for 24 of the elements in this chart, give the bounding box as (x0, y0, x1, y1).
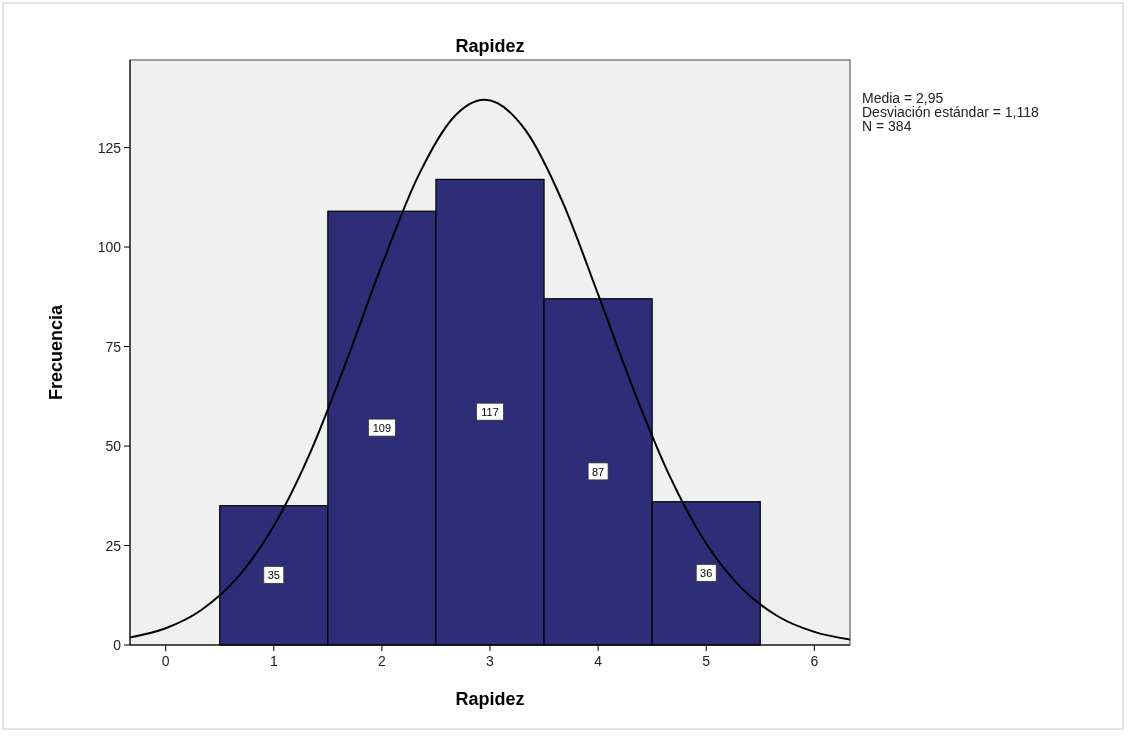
data-label: 36 (700, 567, 713, 580)
x-tick-label: 1 (269, 653, 278, 669)
x-axis-title: Rapidez (455, 689, 525, 709)
y-tick-label: 125 (97, 139, 122, 156)
y-tick-label: 75 (105, 338, 122, 355)
x-tick-label: 6 (810, 653, 819, 669)
x-tick-label: 3 (486, 653, 495, 669)
x-tick-label: 5 (702, 653, 711, 669)
data-label: 109 (372, 422, 392, 435)
y-tick-label: 25 (105, 537, 122, 554)
data-label: 87 (591, 465, 605, 478)
x-tick-label: 2 (377, 653, 386, 669)
x-tick-label: 0 (161, 653, 170, 669)
y-axis-title: Frecuencia (46, 303, 66, 401)
text: Media = 2,95 (862, 90, 944, 106)
y-tick-label: 100 (97, 239, 122, 256)
text: Desviación estándar = 1,118 (862, 104, 1040, 120)
y-tick-label: 0 (113, 637, 122, 653)
y-tick-label: 50 (105, 438, 122, 455)
data-label: 35 (267, 569, 280, 582)
x-tick-label: 4 (594, 653, 603, 669)
text: N = 384 (862, 118, 912, 134)
data-label: 117 (481, 406, 499, 419)
chart-title: Rapidez (455, 36, 525, 56)
